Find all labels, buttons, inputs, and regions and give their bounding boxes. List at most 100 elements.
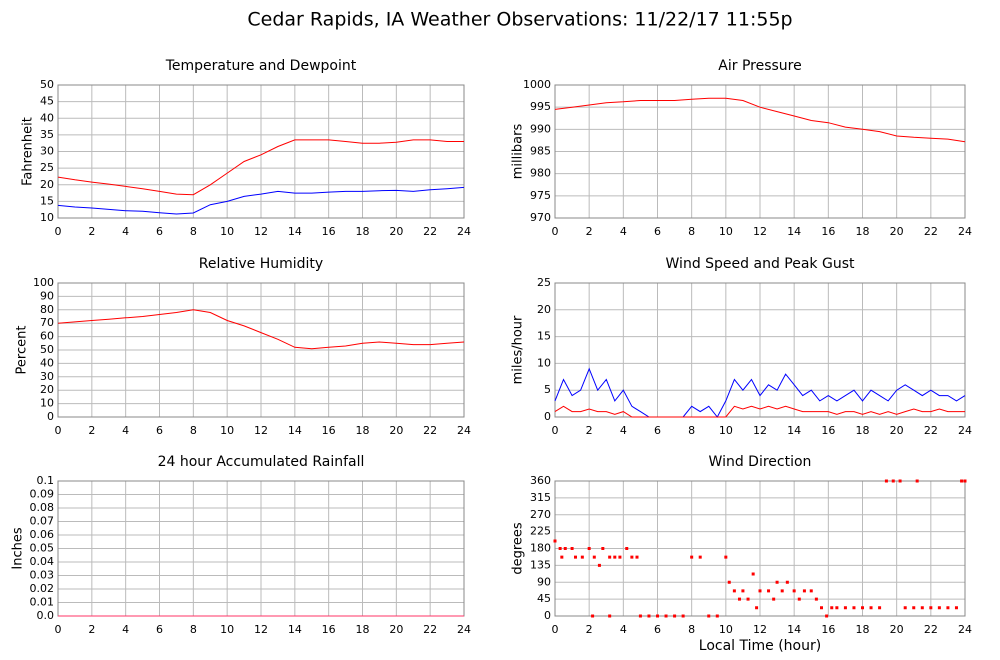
x-tick-label: 18: [856, 424, 870, 437]
y-tick-label: 0: [544, 410, 551, 423]
data-point: [963, 479, 967, 483]
data-point: [592, 555, 596, 559]
data-point: [618, 555, 622, 559]
y-tick-label: 0.05: [30, 542, 55, 555]
data-point: [563, 547, 567, 550]
data-point: [746, 597, 750, 601]
x-tick-label: 8: [190, 225, 197, 238]
chart-title: Air Pressure: [718, 58, 801, 74]
data-point: [825, 614, 829, 618]
y-axis-label: Inches: [11, 527, 26, 569]
x-tick-label: 0: [552, 225, 559, 238]
x-tick-label: 20: [890, 623, 904, 636]
x-tick-label: 8: [688, 225, 695, 238]
series-line: [57, 186, 465, 215]
y-tick-label: 0.1: [37, 474, 55, 487]
y-tick-label: 45: [537, 592, 551, 605]
y-tick-label: 25: [537, 276, 551, 289]
y-tick-label: 100: [33, 276, 54, 289]
x-tick-label: 2: [88, 225, 95, 238]
data-point: [937, 606, 941, 610]
y-axis-label: millibars: [511, 124, 526, 180]
x-tick-label: 14: [288, 424, 302, 437]
x-tick-label: 8: [190, 424, 197, 437]
x-tick-label: 8: [688, 424, 695, 437]
y-tick-label: 20: [537, 303, 551, 316]
x-tick-label: 14: [787, 623, 801, 636]
x-tick-label: 18: [856, 623, 870, 636]
y-axis-label: miles/hour: [511, 315, 526, 384]
data-point: [946, 606, 950, 610]
data-point: [751, 572, 755, 576]
plot-frame: [57, 282, 465, 418]
y-tick-label: 0.07: [30, 515, 55, 528]
y-tick-label: 10: [40, 397, 54, 410]
x-tick-label: 12: [254, 623, 268, 636]
x-tick-label: 16: [821, 623, 835, 636]
x-tick-label: 6: [654, 225, 661, 238]
data-point: [553, 539, 557, 543]
x-tick-label: 4: [122, 623, 129, 636]
y-tick-label: 1000: [523, 78, 551, 91]
data-point: [843, 606, 847, 610]
y-tick-label: 15: [537, 330, 551, 343]
y-tick-label: 985: [530, 145, 551, 158]
x-tick-label: 6: [156, 623, 163, 636]
x-tick-label: 0: [552, 623, 559, 636]
data-point: [727, 580, 731, 584]
x-tick-label: 24: [958, 424, 972, 437]
y-tick-label: 980: [530, 167, 551, 180]
data-point: [608, 614, 612, 618]
x-tick-label: 6: [654, 424, 661, 437]
x-tick-label: 12: [753, 623, 767, 636]
data-point: [587, 547, 591, 550]
y-tick-label: 970: [530, 211, 551, 224]
y-axis-label: Percent: [15, 326, 30, 375]
x-tick-label: 16: [821, 225, 835, 238]
y-tick-label: 60: [40, 330, 54, 343]
data-point: [809, 589, 813, 593]
y-tick-label: 80: [40, 303, 54, 316]
x-tick-label: 0: [55, 623, 62, 636]
x-tick-label: 12: [753, 424, 767, 437]
x-tick-label: 22: [924, 424, 938, 437]
x-tick-label: 14: [288, 623, 302, 636]
data-point: [960, 479, 964, 483]
x-tick-label: 2: [586, 424, 593, 437]
x-tick-label: 0: [55, 225, 62, 238]
data-point: [820, 606, 823, 610]
data-point: [681, 614, 685, 618]
y-tick-label: 990: [530, 122, 551, 135]
y-tick-label: 20: [40, 383, 54, 396]
x-tick-label: 0: [552, 424, 559, 437]
data-point: [861, 606, 864, 610]
page-title: Cedar Rapids, IA Weather Observations: 1…: [247, 9, 792, 31]
data-point: [797, 597, 801, 601]
plot-frame: [554, 282, 966, 418]
y-tick-label: 360: [530, 474, 551, 487]
data-point: [638, 614, 642, 618]
x-tick-label: 4: [620, 225, 627, 238]
data-point: [647, 614, 651, 618]
x-tick-label: 16: [322, 424, 336, 437]
data-point: [608, 555, 612, 559]
x-tick-label: 18: [856, 225, 870, 238]
y-tick-label: 30: [40, 145, 54, 158]
data-point: [785, 580, 789, 584]
data-point: [835, 606, 839, 610]
x-tick-label: 8: [190, 623, 197, 636]
y-tick-label: 0: [544, 609, 551, 622]
data-point: [738, 597, 741, 601]
data-point: [574, 555, 577, 559]
x-tick-label: 22: [423, 225, 437, 238]
x-tick-label: 8: [688, 623, 695, 636]
y-tick-label: 315: [530, 491, 551, 504]
x-tick-label: 2: [586, 623, 593, 636]
x-tick-label: 24: [457, 424, 471, 437]
data-point: [625, 547, 629, 550]
x-tick-label: 10: [719, 225, 733, 238]
y-tick-label: 995: [530, 100, 551, 113]
y-axis-label: degrees: [511, 522, 526, 575]
y-tick-label: 10: [40, 211, 54, 224]
series-line: [57, 139, 464, 196]
